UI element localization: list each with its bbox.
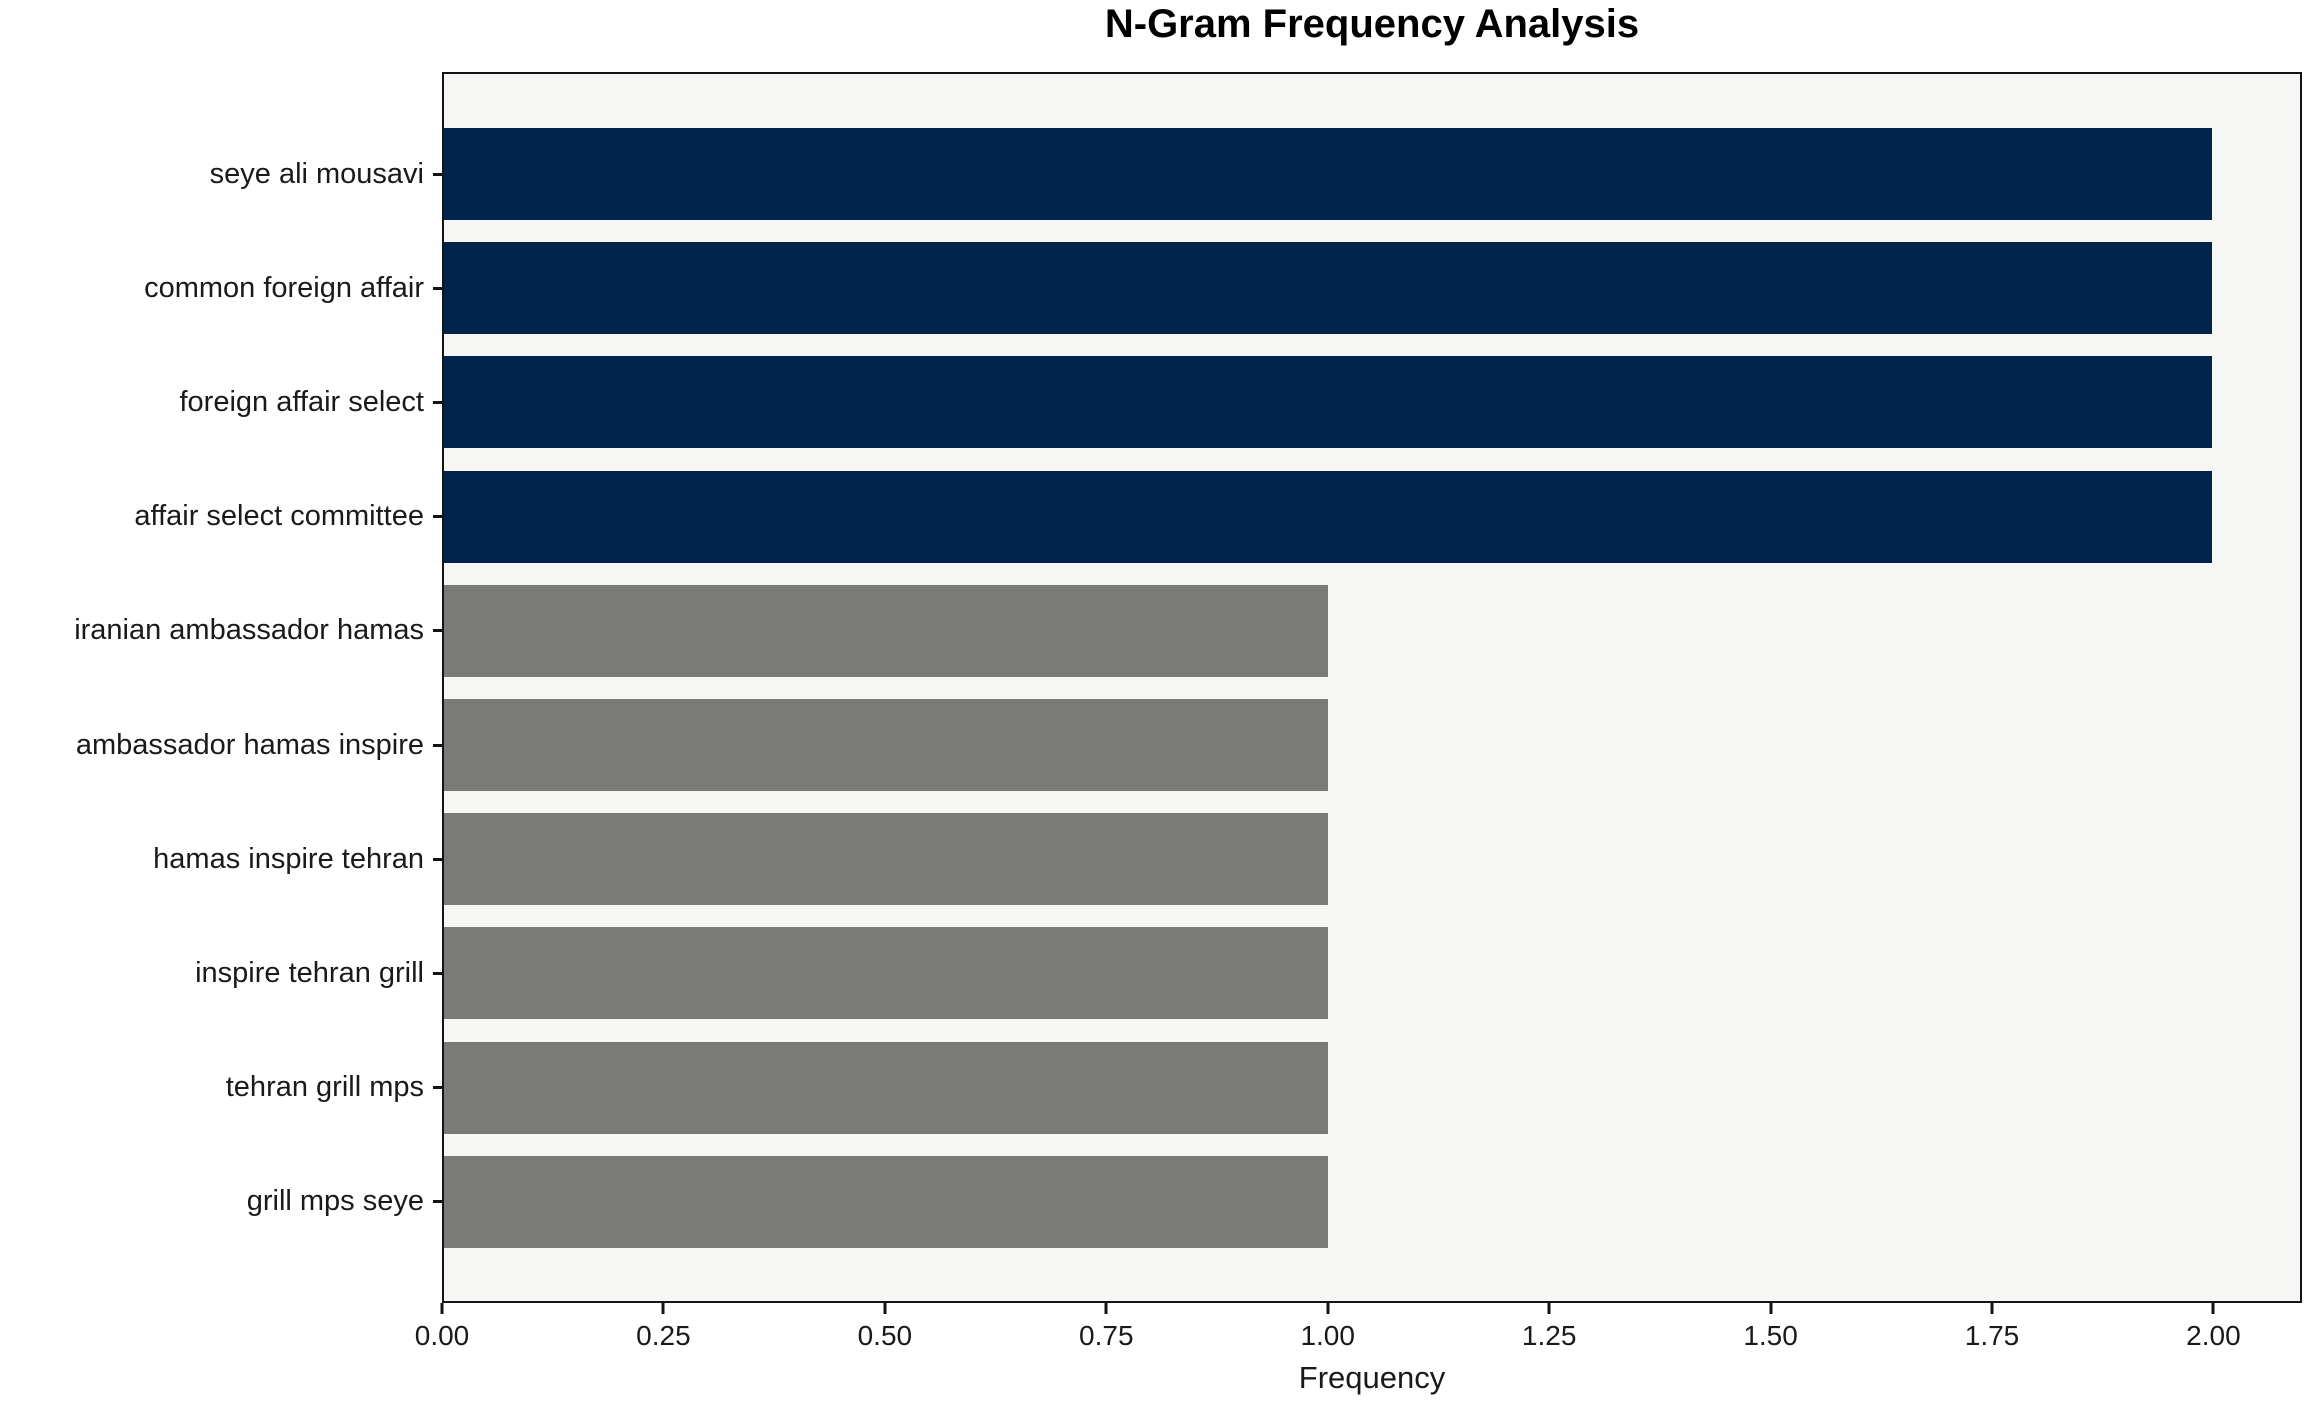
chart-title: N-Gram Frequency Analysis bbox=[1104, 2, 1640, 46]
x-tick-mark bbox=[1547, 1303, 1551, 1314]
x-tick-mark bbox=[1769, 1303, 1773, 1314]
bar-foreign-affair-select bbox=[444, 356, 2212, 449]
plot-area bbox=[442, 72, 2302, 1303]
x-tick-mark bbox=[1990, 1303, 1994, 1314]
bar-iranian-ambassador-hamas bbox=[444, 584, 1328, 677]
y-tick-mark bbox=[433, 400, 442, 404]
bar-ambassador-hamas-inspire bbox=[444, 699, 1328, 791]
y-tick-label: grill mps seye bbox=[246, 1185, 424, 1218]
x-tick-label: 0.00 bbox=[414, 1320, 470, 1351]
y-tick-label: iranian ambassador hamas bbox=[74, 614, 424, 647]
x-axis-label: Frequency bbox=[1298, 1360, 1446, 1395]
y-tick-mark bbox=[433, 1200, 442, 1204]
y-tick-label: hamas inspire tehran bbox=[153, 842, 424, 875]
y-tick-label: common foreign affair bbox=[144, 271, 424, 304]
y-tick-mark bbox=[433, 857, 442, 861]
x-tick-label: 0.75 bbox=[1079, 1320, 1134, 1351]
y-tick-mark bbox=[433, 1086, 442, 1090]
y-tick-label: foreign affair select bbox=[179, 385, 425, 418]
x-tick-label: 0.25 bbox=[636, 1320, 691, 1351]
x-tick-label: 1.75 bbox=[1964, 1320, 2020, 1351]
y-tick-mark bbox=[433, 743, 442, 747]
x-tick-label: 1.50 bbox=[1743, 1320, 1798, 1351]
x-tick-mark bbox=[1326, 1303, 1330, 1314]
x-tick-mark bbox=[661, 1303, 665, 1314]
x-tick-label: 2.00 bbox=[2186, 1320, 2241, 1351]
y-tick-label: affair select committee bbox=[134, 500, 424, 533]
bar-affair-select-committee bbox=[444, 470, 2212, 563]
bar-seye-ali-mousavi bbox=[444, 128, 2212, 220]
y-tick-label: seye ali mousavi bbox=[209, 157, 424, 190]
x-tick-label: 1.00 bbox=[1300, 1320, 1355, 1351]
y-tick-label: ambassador hamas inspire bbox=[75, 728, 424, 761]
y-tick-mark bbox=[433, 629, 442, 633]
y-tick-mark bbox=[433, 971, 442, 975]
x-tick-mark bbox=[440, 1303, 444, 1314]
x-tick-label: 1.25 bbox=[1521, 1320, 1577, 1351]
y-tick-mark bbox=[433, 286, 442, 290]
bar-inspire-tehran-grill bbox=[444, 927, 1328, 1020]
y-tick-mark bbox=[433, 172, 442, 176]
y-tick-mark bbox=[433, 515, 442, 519]
y-tick-label: tehran grill mps bbox=[225, 1071, 424, 1104]
bar-hamas-inspire-tehran bbox=[444, 813, 1328, 906]
bar-grill-mps-seye bbox=[444, 1155, 1328, 1248]
x-tick-mark bbox=[2211, 1303, 2215, 1314]
bar-common-foreign-affair bbox=[444, 242, 2212, 335]
x-tick-label: 0.50 bbox=[857, 1320, 913, 1351]
bar-tehran-grill-mps bbox=[444, 1041, 1328, 1134]
y-tick-label: inspire tehran grill bbox=[195, 956, 424, 989]
x-tick-mark bbox=[1104, 1303, 1108, 1314]
x-tick-mark bbox=[883, 1303, 887, 1314]
